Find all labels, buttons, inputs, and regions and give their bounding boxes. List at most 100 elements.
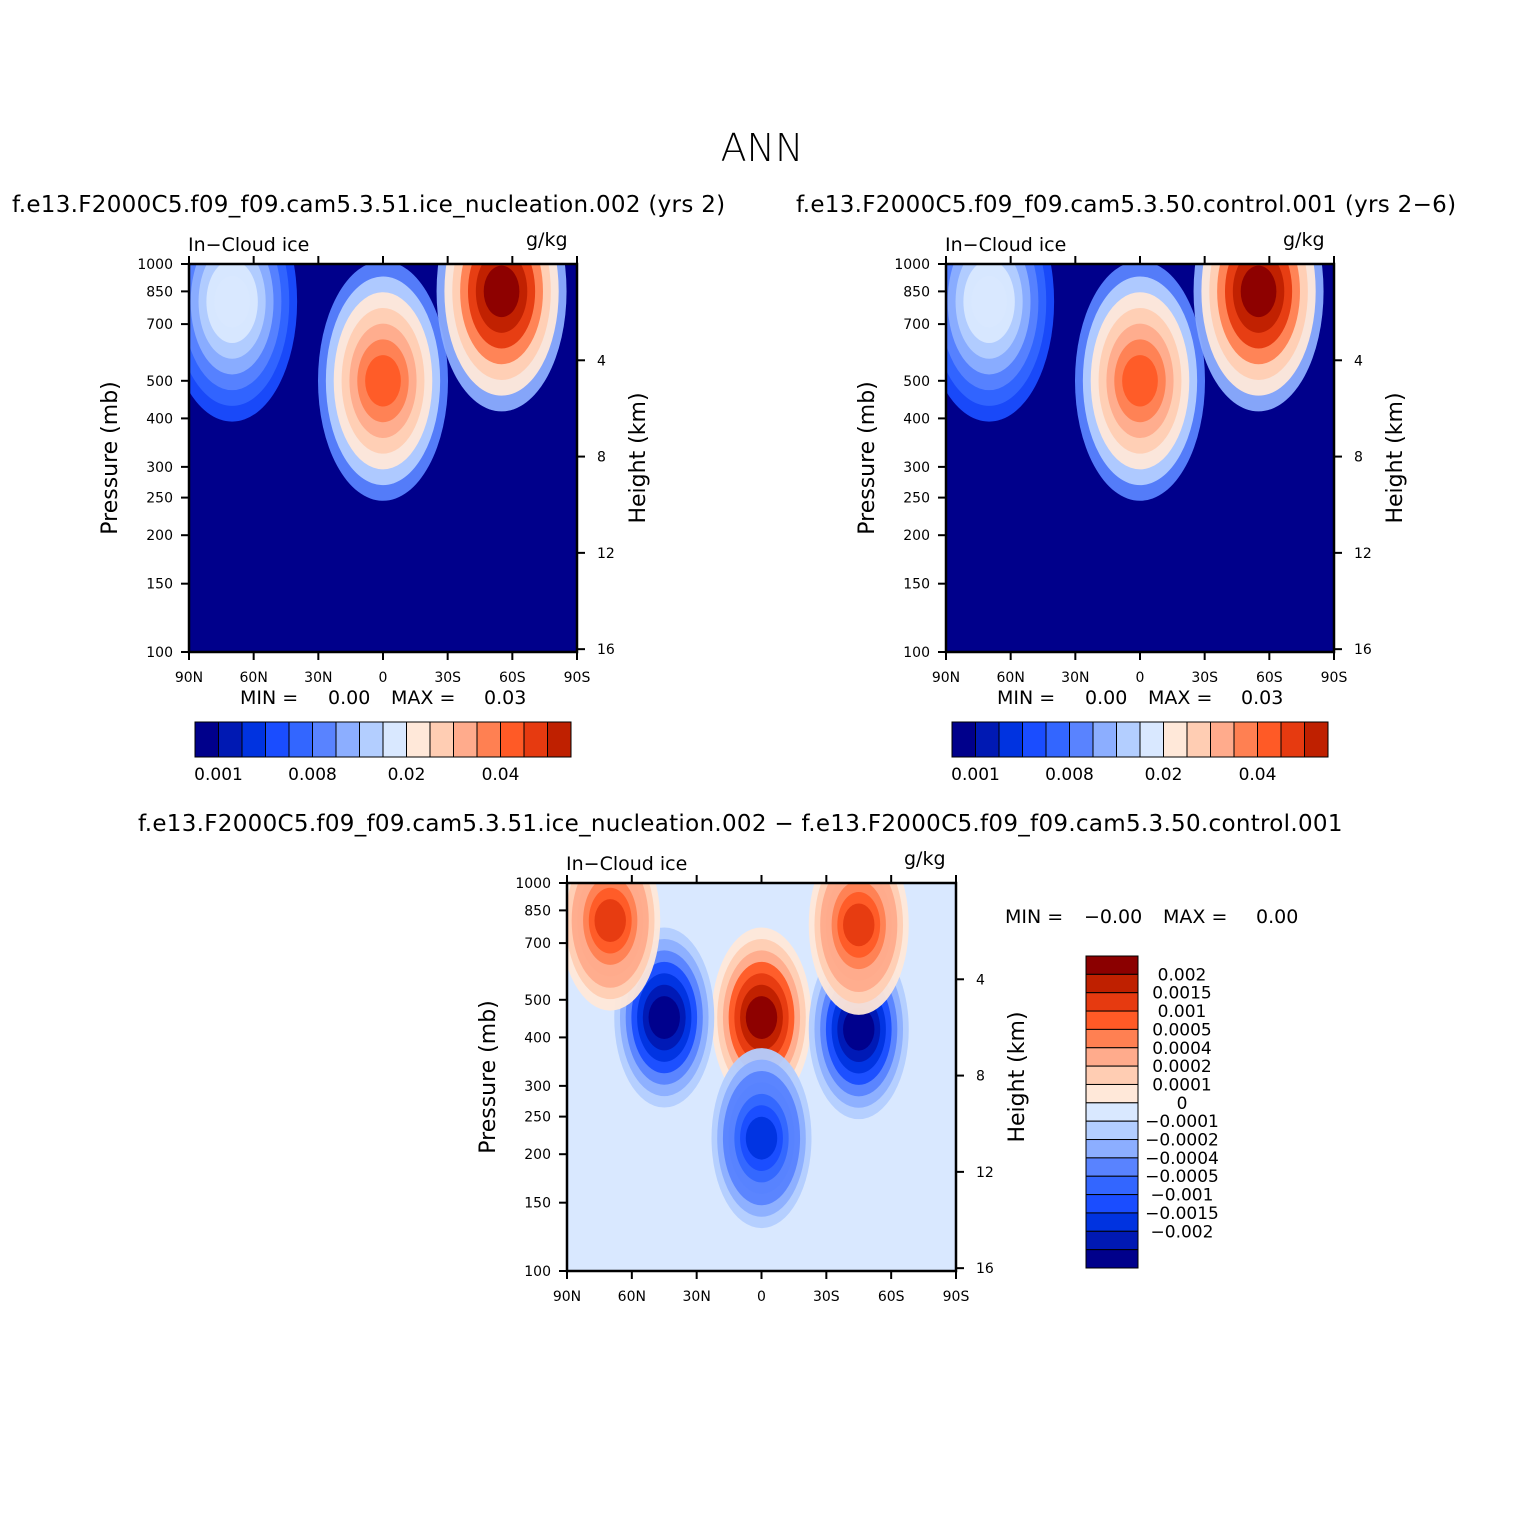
figure-title: ANN: [720, 126, 804, 170]
panel-control-title: f.e13.F2000C5.f09_f09.cam5.3.50.control.…: [796, 192, 1457, 218]
field-contour-1-1: [1240, 265, 1277, 318]
colorbar-swatch: [1085, 1194, 1139, 1214]
colorbar-swatch: [1085, 1249, 1139, 1269]
colorbar-swatch: [429, 721, 454, 758]
x-tick-label: 30N: [1061, 670, 1089, 686]
x-tick-label: 60N: [618, 1289, 646, 1305]
panel-control-min-label: MIN =: [997, 687, 1056, 709]
y-tick-label: 1000: [515, 876, 551, 892]
colorbar-label: 0.0005: [1152, 1020, 1211, 1040]
colorbar-swatch: [1139, 721, 1164, 758]
x-tick-label: 90S: [1321, 670, 1348, 686]
colorbar-swatch: [382, 721, 407, 758]
colorbar-swatch: [1069, 721, 1094, 758]
colorbar-swatch: [1022, 721, 1047, 758]
colorbar-swatch: [288, 721, 313, 758]
colorbar-swatch: [1257, 721, 1282, 758]
y-tick-label: 200: [524, 1147, 551, 1163]
y-tick-label: 700: [146, 317, 173, 333]
y-tick-label: 1000: [894, 257, 930, 273]
colorbar-swatch: [1085, 1047, 1139, 1067]
plot-field-0: 90N 60N 30N 0 30S 60S 90S 100 150 200 250 300 400 500…: [98, 256, 651, 686]
colorbar-2: 0.0020.00150.0010.00050.00040.00020.0001…: [1085, 955, 1219, 1269]
colorbar-swatch: [453, 721, 478, 758]
y-tick-label: 850: [903, 284, 930, 300]
colorbar-swatch: [1280, 721, 1305, 758]
panel-diff-max-value: 0.00: [1256, 906, 1299, 928]
colorbar-swatch: [1304, 721, 1329, 758]
colorbar-swatch: [1085, 1102, 1139, 1122]
panel-test-min-value: 0.00: [328, 687, 371, 709]
y-tick-label: 400: [524, 1030, 551, 1046]
colorbar-swatch: [265, 721, 290, 758]
colorbar-swatch: [241, 721, 266, 758]
colorbar-swatch: [1085, 1028, 1139, 1049]
y-tick-label: 100: [146, 645, 173, 661]
colorbar-label: −0.0005: [1145, 1167, 1219, 1187]
y2-tick-label: 4: [597, 353, 606, 369]
colorbar-label: 0.0004: [1152, 1039, 1211, 1059]
field-contour-5-1: [843, 903, 875, 947]
colorbar-swatch: [1092, 721, 1117, 758]
colorbar-0: 0.001 0.008 0.02 0.04: [194, 721, 572, 785]
field-contour-1-1: [745, 1116, 778, 1160]
field-contour-1-1: [483, 265, 520, 318]
y-tick-label: 100: [524, 1264, 551, 1280]
field-contour-2-1: [971, 275, 1007, 328]
colorbar-swatch: [1085, 1065, 1139, 1085]
plot-field-1: 90N 60N 30N 0 30S 60S 90S 100 150 200 250 300 400 500…: [855, 256, 1408, 686]
field-contour-4-1: [594, 899, 626, 943]
colorbar-1: 0.001 0.008 0.02 0.04: [951, 721, 1329, 785]
panel-diff-min-value: −0.00: [1084, 906, 1143, 928]
y-tick-label: 200: [146, 528, 173, 544]
colorbar-label: 0.008: [1045, 765, 1094, 785]
x-tick-label: 90N: [553, 1289, 581, 1305]
colorbar-label: −0.001: [1151, 1186, 1214, 1206]
colorbar-label: 0.0015: [1152, 984, 1211, 1004]
colorbar-swatch: [218, 721, 243, 758]
y-tick-label: 300: [524, 1079, 551, 1095]
colorbar-label: −0.002: [1151, 1222, 1214, 1242]
y2-tick-label: 12: [1354, 546, 1372, 562]
colorbar-swatch: [1085, 1083, 1139, 1104]
field-contour-0-1: [745, 996, 778, 1039]
colorbar-label: 0.002: [1158, 965, 1207, 985]
y2-tick-label: 12: [976, 1165, 994, 1181]
x-tick-label: 30S: [813, 1289, 840, 1305]
colorbar-swatch: [975, 721, 1000, 758]
colorbar-swatch: [1085, 992, 1139, 1012]
y-tick-label: 850: [524, 903, 551, 919]
colorbar-swatch: [1085, 1120, 1139, 1141]
y-tick-label: 150: [524, 1196, 551, 1212]
field-contour-0-1: [1122, 355, 1158, 407]
x-tick-label: 30N: [683, 1289, 711, 1305]
field-contour-2-1: [648, 996, 680, 1039]
colorbar-label: −0.0001: [1145, 1112, 1219, 1132]
x-tick-label: 30N: [304, 670, 332, 686]
y-tick-label: 500: [146, 374, 173, 390]
colorbar-swatch: [1085, 1139, 1139, 1159]
panel-control-max-label: MAX =: [1148, 687, 1213, 709]
y-tick-label: 150: [146, 577, 173, 593]
x-tick-label: 30S: [1191, 670, 1218, 686]
x-tick-label: 60S: [878, 1289, 905, 1305]
y2-tick-label: 8: [1354, 450, 1363, 466]
colorbar-label: 0.0002: [1152, 1057, 1211, 1077]
y2-tick-label: 16: [597, 642, 615, 658]
colorbar-swatch: [1085, 1010, 1139, 1030]
colorbar-swatch: [194, 721, 219, 758]
x-tick-label: 0: [379, 670, 388, 686]
x-tick-label: 90S: [564, 670, 591, 686]
x-tick-label: 0: [1136, 670, 1145, 686]
y-tick-label: 300: [146, 460, 173, 476]
field-contour-2-1: [214, 275, 250, 328]
panel-control-max-value: 0.03: [1241, 687, 1284, 709]
y-tick-label: 250: [903, 491, 930, 507]
x-tick-label: 90N: [175, 670, 203, 686]
panel-control-min-value: 0.00: [1085, 687, 1128, 709]
x-tick-label: 60N: [240, 670, 268, 686]
colorbar-label: −0.0015: [1145, 1204, 1219, 1224]
colorbar-swatch: [1085, 955, 1139, 975]
panel-diff-units: g/kg: [904, 848, 946, 870]
panel-control-units: g/kg: [1283, 229, 1325, 251]
